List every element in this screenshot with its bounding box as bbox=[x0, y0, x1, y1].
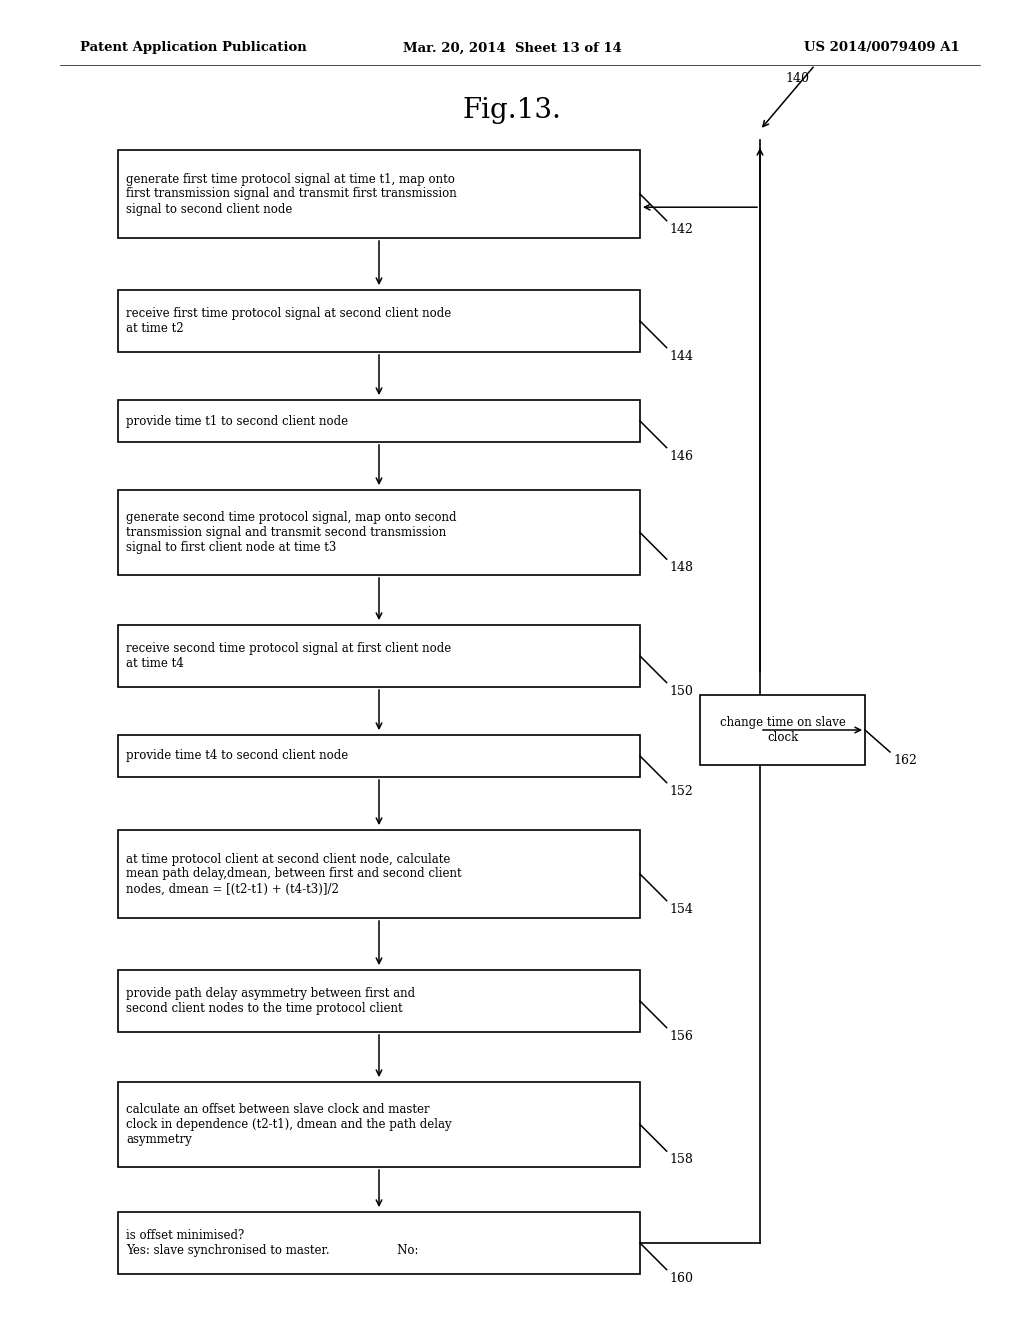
Bar bbox=[700, 696, 865, 766]
Text: is offset minimised?
Yes: slave synchronised to master.                  No:: is offset minimised? Yes: slave synchron… bbox=[126, 1229, 419, 1257]
Bar bbox=[118, 1082, 640, 1167]
Bar bbox=[118, 970, 640, 1032]
Bar bbox=[118, 290, 640, 352]
Bar bbox=[118, 735, 640, 777]
Text: 150: 150 bbox=[670, 685, 693, 697]
Text: generate second time protocol signal, map onto second
transmission signal and tr: generate second time protocol signal, ma… bbox=[126, 511, 457, 554]
Text: at time protocol client at second client node, calculate
mean path delay,dmean, : at time protocol client at second client… bbox=[126, 853, 462, 895]
Bar bbox=[118, 150, 640, 238]
Bar bbox=[118, 400, 640, 442]
Bar bbox=[118, 624, 640, 686]
Text: 162: 162 bbox=[893, 754, 916, 767]
Bar bbox=[118, 1212, 640, 1274]
Text: 146: 146 bbox=[670, 450, 693, 462]
Text: 156: 156 bbox=[670, 1030, 693, 1043]
Text: 160: 160 bbox=[670, 1271, 693, 1284]
Text: 158: 158 bbox=[670, 1154, 693, 1166]
Text: US 2014/0079409 A1: US 2014/0079409 A1 bbox=[804, 41, 961, 54]
Text: 140: 140 bbox=[785, 73, 809, 84]
Text: calculate an offset between slave clock and master
clock in dependence (t2-t1), : calculate an offset between slave clock … bbox=[126, 1104, 452, 1146]
Text: change time on slave
clock: change time on slave clock bbox=[720, 715, 846, 744]
Text: 148: 148 bbox=[670, 561, 693, 574]
Text: receive first time protocol signal at second client node
at time t2: receive first time protocol signal at se… bbox=[126, 308, 452, 335]
Text: Fig.13.: Fig.13. bbox=[463, 96, 561, 124]
Text: Mar. 20, 2014  Sheet 13 of 14: Mar. 20, 2014 Sheet 13 of 14 bbox=[402, 41, 622, 54]
Text: 144: 144 bbox=[670, 350, 693, 363]
Text: provide path delay asymmetry between first and
second client nodes to the time p: provide path delay asymmetry between fir… bbox=[126, 987, 415, 1015]
Bar bbox=[118, 490, 640, 576]
Text: 142: 142 bbox=[670, 223, 693, 235]
Text: Patent Application Publication: Patent Application Publication bbox=[80, 41, 307, 54]
Text: provide time t4 to second client node: provide time t4 to second client node bbox=[126, 750, 348, 763]
Text: provide time t1 to second client node: provide time t1 to second client node bbox=[126, 414, 348, 428]
Text: 154: 154 bbox=[670, 903, 693, 916]
Text: receive second time protocol signal at first client node
at time t4: receive second time protocol signal at f… bbox=[126, 642, 452, 671]
Text: 152: 152 bbox=[670, 784, 693, 797]
Text: generate first time protocol signal at time t1, map onto
first transmission sign: generate first time protocol signal at t… bbox=[126, 173, 457, 215]
Bar bbox=[118, 830, 640, 917]
